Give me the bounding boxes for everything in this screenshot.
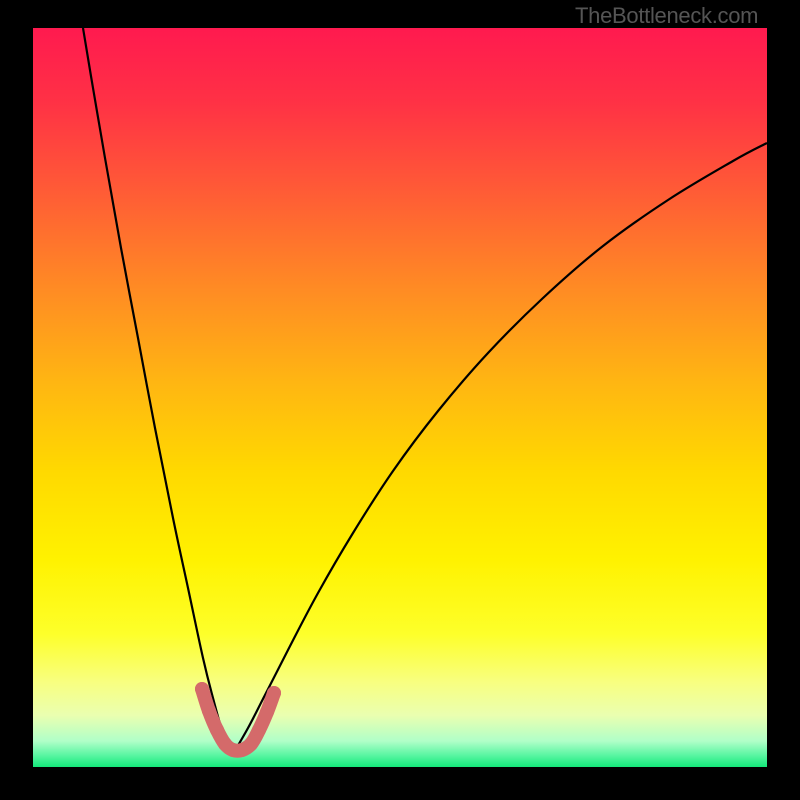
valley-marker <box>195 682 281 757</box>
curve-left-branch <box>83 28 233 754</box>
watermark-text: TheBottleneck.com <box>575 3 758 29</box>
chart-curve-layer <box>33 28 767 767</box>
curve-right-branch <box>233 143 767 754</box>
chart-plot-area <box>33 28 767 767</box>
